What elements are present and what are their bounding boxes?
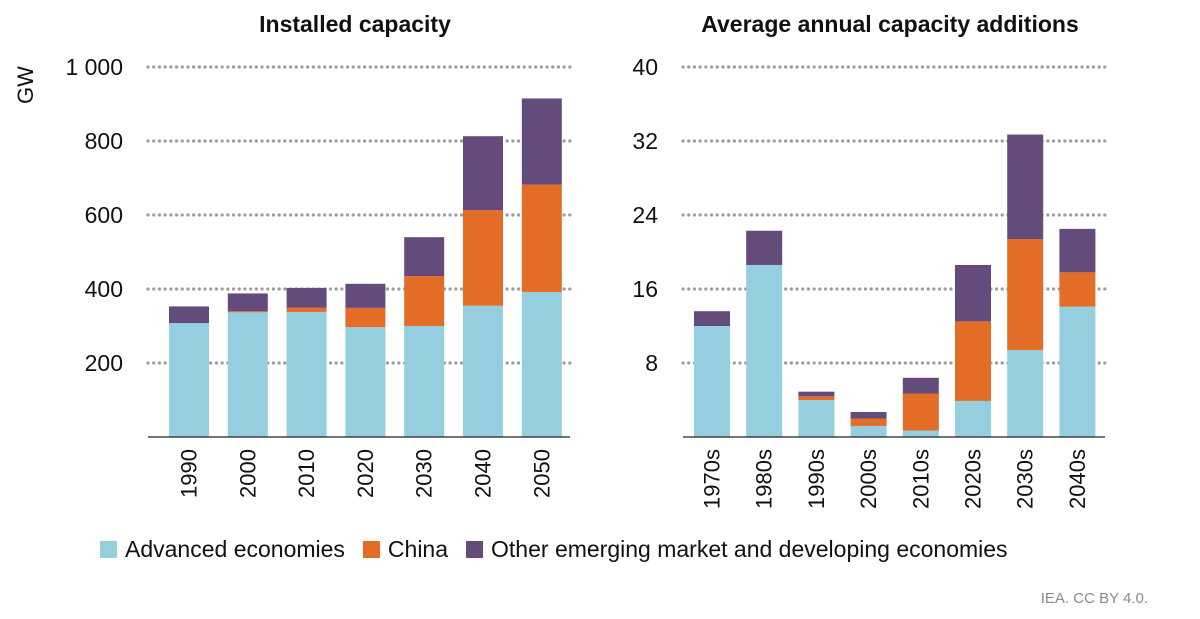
- bar-0-2030-0: [404, 326, 445, 437]
- y-tick-label-1-4: 40: [632, 54, 658, 80]
- bar-1-1970s-0: [694, 326, 730, 437]
- bar-0-2040-0: [463, 305, 503, 437]
- y-tick-label-1-0: 8: [645, 350, 658, 376]
- bar-0-2010-2: [286, 287, 327, 308]
- x-tick-label-1-0: 1970s: [700, 449, 725, 509]
- bar-1-2040s-2: [1059, 228, 1096, 273]
- bar-1-2010s-1: [902, 393, 939, 431]
- y-tick-label-1-2: 24: [632, 202, 658, 228]
- legend-label-china: China: [387, 536, 449, 562]
- bar-0-2040-1: [463, 210, 503, 306]
- y-tick-label-0-3: 800: [85, 128, 123, 154]
- bar-0-2000-2: [227, 293, 268, 312]
- bar-1-2010s-2: [902, 377, 939, 394]
- bar-1-2040s-0: [1059, 306, 1096, 437]
- bar-0-2040-2: [463, 136, 503, 211]
- x-tick-label-1-4: 2010s: [908, 449, 933, 509]
- bar-1-2000s-1: [850, 418, 887, 426]
- y-tick-label-0-1: 400: [85, 276, 123, 302]
- y-axis-unit-label-0: GW: [13, 66, 38, 104]
- bar-0-2050-2: [521, 98, 562, 185]
- bar-0-2000-0: [227, 312, 268, 437]
- credit-text: IEA. CC BY 4.0.: [1040, 590, 1148, 607]
- legend-label-other-emde: Other emerging market and developing eco…: [491, 536, 1008, 562]
- legend-swatch-other-emde: [466, 541, 484, 558]
- x-tick-label-0-3: 2020: [353, 449, 378, 498]
- legend-item-advanced: Advanced economies: [100, 536, 345, 563]
- bar-1-1990s-1: [798, 396, 835, 400]
- bar-0-1990-0: [169, 323, 209, 437]
- chart-title-1: Average annual capacity additions: [701, 11, 1079, 37]
- bar-1-2030s-2: [1007, 134, 1044, 240]
- y-tick-label-0-0: 200: [85, 350, 123, 376]
- chart-legend: Advanced economies China Other emerging …: [100, 536, 1026, 563]
- bar-0-2020-1: [345, 307, 386, 328]
- x-tick-label-1-5: 2020s: [961, 449, 986, 509]
- y-tick-label-0-2: 600: [85, 202, 123, 228]
- x-tick-label-1-6: 2030s: [1013, 449, 1038, 509]
- bar-0-2030-1: [404, 276, 445, 326]
- bar-1-2000s-2: [850, 412, 887, 419]
- bar-0-2020-2: [345, 283, 386, 308]
- legend-swatch-advanced: [100, 541, 117, 558]
- bar-0-2010-1: [286, 307, 327, 312]
- bar-0-2030-2: [404, 237, 445, 277]
- x-tick-label-1-3: 2000s: [856, 449, 881, 509]
- x-tick-label-0-5: 2040: [471, 449, 496, 498]
- bar-1-1980s-0: [746, 264, 783, 437]
- bar-0-2050-0: [521, 291, 562, 437]
- bar-0-2000-1: [227, 311, 268, 313]
- bar-1-2030s-1: [1007, 239, 1044, 351]
- x-tick-label-1-1: 1980s: [752, 449, 777, 509]
- x-tick-label-0-0: 1990: [177, 449, 202, 498]
- bar-1-1990s-0: [798, 400, 835, 437]
- bar-1-2020s-1: [955, 321, 991, 401]
- legend-swatch-china: [362, 541, 380, 558]
- legend-item-other-emde: Other emerging market and developing eco…: [466, 536, 1008, 563]
- bar-1-2010s-0: [902, 430, 939, 437]
- x-tick-label-0-6: 2050: [529, 449, 554, 498]
- legend-label-advanced: Advanced economies: [125, 536, 345, 562]
- bar-1-2000s-0: [850, 425, 887, 437]
- bar-0-2020-0: [345, 327, 386, 437]
- x-tick-label-0-2: 2010: [294, 449, 319, 498]
- bar-0-2010-0: [286, 311, 327, 437]
- y-tick-label-1-3: 32: [632, 128, 658, 154]
- x-tick-label-0-4: 2030: [412, 449, 437, 498]
- bar-1-2020s-0: [955, 400, 991, 437]
- y-tick-label-1-1: 16: [632, 276, 658, 302]
- x-tick-label-0-1: 2000: [235, 449, 260, 498]
- bar-0-1990-2: [169, 306, 209, 324]
- bar-1-1970s-2: [694, 311, 730, 326]
- bar-1-2030s-0: [1007, 350, 1044, 437]
- chart-title-0: Installed capacity: [259, 11, 451, 37]
- y-tick-label-0-4: 1 000: [65, 54, 123, 80]
- x-tick-label-1-7: 2040s: [1065, 449, 1090, 509]
- bar-1-2020s-2: [955, 264, 991, 322]
- bar-0-2050-1: [521, 184, 562, 292]
- x-tick-label-1-2: 1990s: [804, 449, 829, 509]
- legend-item-china: China: [362, 536, 449, 563]
- bar-1-2040s-1: [1059, 272, 1096, 307]
- bar-1-1990s-2: [798, 391, 835, 397]
- bar-1-1980s-2: [746, 230, 783, 265]
